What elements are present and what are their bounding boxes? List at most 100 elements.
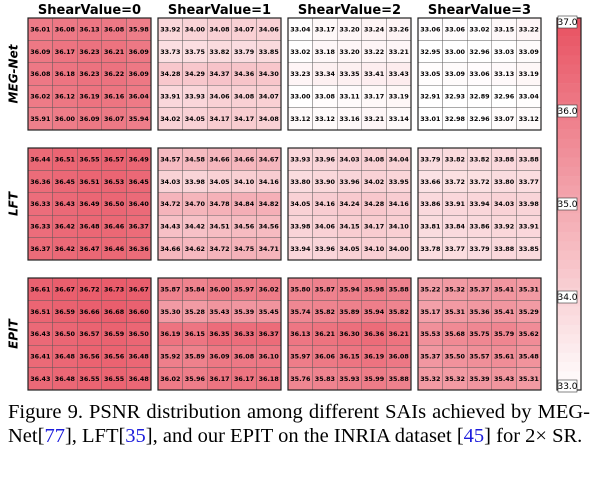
colorbar-segment <box>557 250 581 261</box>
cell-value-label: 36.46 <box>104 245 125 253</box>
cell-value-label: 36.09 <box>209 353 230 361</box>
cell-value-label: 36.30 <box>339 330 360 338</box>
cell-value-label: 35.88 <box>389 375 410 383</box>
cell-value-label: 36.49 <box>79 200 100 208</box>
cell-value-label: 36.56 <box>79 353 100 361</box>
cell-value-label: 36.43 <box>30 330 50 338</box>
cell-value-label: 34.30 <box>259 70 280 78</box>
cell-value-label: 33.93 <box>185 93 205 101</box>
panel-border <box>417 17 542 131</box>
cell-value-label: 36.51 <box>79 178 99 186</box>
cell-value-label: 33.20 <box>339 25 360 33</box>
cell-value-label: 33.22 <box>519 25 539 33</box>
cell-value-label: 35.28 <box>185 308 206 316</box>
colorbar-segment <box>557 185 581 195</box>
cell-value-label: 36.06 <box>315 353 336 361</box>
cell-value-label: 33.86 <box>420 200 441 208</box>
cell-value-label: 34.78 <box>209 200 230 208</box>
cell-value-label: 35.84 <box>185 285 206 293</box>
cell-value-label: 36.19 <box>364 353 385 361</box>
panel-border <box>27 277 152 391</box>
cell-value-label: 36.73 <box>104 285 124 293</box>
cell-value-label: 36.18 <box>55 70 76 78</box>
cell-value-label: 34.71 <box>259 245 279 253</box>
cell-value-label: 35.83 <box>315 375 335 383</box>
cell-value-label: 33.88 <box>494 245 515 253</box>
cell-value-label: 36.09 <box>79 115 100 123</box>
row-title: EPIT <box>7 318 21 348</box>
cell-value-label: 35.17 <box>420 308 440 316</box>
cell-value-label: 34.17 <box>234 115 254 123</box>
cell-value-label: 36.18 <box>259 375 280 383</box>
cell-value-label: 33.90 <box>315 178 336 186</box>
colorbar-segment <box>557 334 581 344</box>
colorbar-segment <box>557 371 581 381</box>
cell-value-label: 35.75 <box>469 330 489 338</box>
colorbar-segment <box>557 222 581 233</box>
cell-value-label: 36.57 <box>79 330 99 338</box>
colorbar-segment <box>557 64 581 75</box>
cell-value-label: 36.33 <box>234 330 254 338</box>
colorbar-segment <box>557 176 581 186</box>
cell-value-label: 33.79 <box>469 245 490 253</box>
cell-value-label: 36.67 <box>129 285 149 293</box>
cell-value-label: 35.31 <box>519 375 539 383</box>
cell-value-label: 33.24 <box>364 25 385 33</box>
cell-value-label: 36.48 <box>55 353 76 361</box>
caption-ref-inria[interactable]: 45 <box>463 425 485 447</box>
cell-value-label: 36.46 <box>104 223 125 231</box>
cell-value-label: 36.19 <box>160 330 181 338</box>
cell-value-label: 36.10 <box>259 353 280 361</box>
cell-value-label: 35.36 <box>469 308 490 316</box>
cell-value-label: 34.05 <box>290 200 310 208</box>
cell-value-label: 35.97 <box>290 353 310 361</box>
cell-value-label: 35.61 <box>494 353 514 361</box>
cell-value-label: 36.02 <box>259 285 279 293</box>
cell-value-label: 33.79 <box>420 155 441 163</box>
cell-value-label: 33.17 <box>315 25 335 33</box>
cell-value-label: 33.66 <box>420 178 441 186</box>
cell-value-label: 34.66 <box>209 155 230 163</box>
caption-ref-megnet[interactable]: 77 <box>44 425 65 447</box>
cell-value-label: 33.85 <box>519 245 539 253</box>
cell-value-label: 33.01 <box>420 115 440 123</box>
cell-value-label: 34.07 <box>259 93 279 101</box>
caption-ref-lft[interactable]: 35 <box>125 425 146 447</box>
colorbar-tick-label: 37.0 <box>557 18 577 28</box>
cell-value-label: 34.06 <box>315 223 336 231</box>
cell-value-label: 36.13 <box>290 330 310 338</box>
cell-value-label: 33.73 <box>160 48 180 56</box>
cell-value-label: 36.50 <box>129 330 150 338</box>
cell-value-label: 36.48 <box>129 353 150 361</box>
cell-value-label: 36.55 <box>79 155 99 163</box>
cell-value-label: 32.96 <box>469 48 490 56</box>
cell-value-label: 33.77 <box>519 178 539 186</box>
colorbar-segment <box>557 36 581 47</box>
cell-value-label: 33.21 <box>364 115 384 123</box>
figure-caption: Figure 9. PSNR distribution among differ… <box>8 400 590 448</box>
cell-value-label: 32.96 <box>469 115 490 123</box>
cell-value-label: 33.98 <box>290 223 311 231</box>
cell-value-label: 33.92 <box>160 25 180 33</box>
column-titles: ShearValue=0 ShearValue=1 ShearValue=2 Shea… <box>38 3 531 18</box>
cell-value-label: 33.98 <box>185 178 206 186</box>
cell-value-label: 35.82 <box>389 308 409 316</box>
cell-value-label: 33.75 <box>185 48 205 56</box>
cell-value-label: 34.24 <box>339 200 360 208</box>
colorbar-tick-label: 36.0 <box>557 107 577 117</box>
colorbar-segment <box>557 362 581 372</box>
cell-value-label: 33.80 <box>290 178 311 186</box>
panel-border <box>157 277 282 391</box>
cell-value-label: 36.55 <box>104 375 124 383</box>
cell-value-label: 35.80 <box>290 285 311 293</box>
cell-value-label: 35.89 <box>339 308 360 316</box>
cell-value-label: 33.81 <box>420 223 440 231</box>
cell-value-label: 34.16 <box>315 200 336 208</box>
cell-value-label: 33.98 <box>519 200 540 208</box>
cell-value-label: 35.92 <box>160 353 180 361</box>
cell-value-label: 36.43 <box>30 375 50 383</box>
cell-value-label: 36.36 <box>30 178 51 186</box>
cell-value-label: 36.47 <box>79 245 99 253</box>
cell-value-label: 35.31 <box>445 308 465 316</box>
